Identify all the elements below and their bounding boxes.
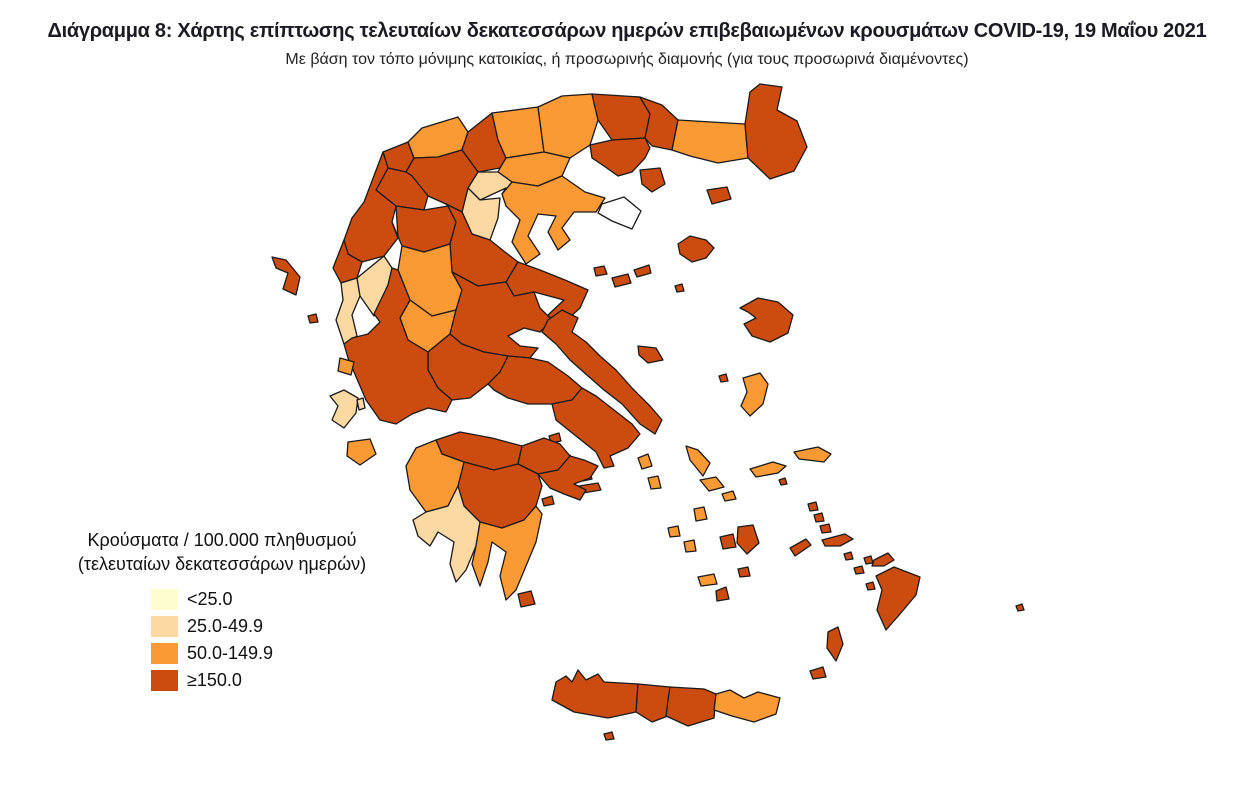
region-paxoi [307, 313, 319, 324]
region-skiathos [593, 265, 608, 277]
region-samothraki [706, 186, 732, 205]
legend-label-25-49: 25.0-49.9 [187, 615, 264, 636]
region-evros [744, 83, 808, 180]
region-symi [863, 555, 874, 565]
region-kos [821, 533, 854, 547]
region-fourni [778, 477, 788, 486]
chart-header: Διάγραμμα 8: Χάρτης επίπτωσης τελευταίων… [0, 20, 1254, 69]
region-mykonos [721, 490, 737, 502]
legend-title-line2: (τελευταίων δεκατεσσάρων ημερών) [77, 554, 367, 574]
region-kavala [589, 137, 651, 177]
legend-label-lt25: <25.0 [187, 588, 233, 609]
region-kalymnos [819, 523, 832, 534]
region-agio-oros [597, 196, 642, 230]
page-subtitle: Με βάση τον τόπο μόνιμης κατοικίας, ή πρ… [285, 51, 969, 68]
region-drama [591, 93, 651, 141]
region-thira [715, 586, 730, 602]
region-zakynthos [346, 438, 377, 466]
region-aitoloakarnania [343, 267, 453, 425]
region-kefallinia [329, 389, 359, 429]
region-kythira [517, 590, 536, 608]
legend-row-50-149: 50.0-149.9 [151, 642, 408, 664]
region-serres [537, 93, 599, 159]
region-chalki [865, 581, 876, 591]
region-samos [793, 446, 832, 463]
region-messinia [412, 485, 481, 583]
region-limnos [677, 235, 715, 263]
region-irakleio [665, 686, 717, 727]
region-karpathos [826, 626, 844, 662]
region-milos [697, 573, 718, 587]
region-thasos [639, 167, 666, 193]
region-chania [551, 669, 639, 719]
legend-row-gte150: ≥150.0 [151, 669, 408, 691]
region-sifnos [683, 539, 697, 553]
legend-label-50-149: 50.0-149.9 [187, 642, 274, 663]
region-lasithi [713, 689, 781, 723]
legend-items: <25.0 25.0-49.9 50.0-149.9 ≥150.0 [36, 588, 408, 691]
region-kasos [809, 666, 827, 680]
region-patmos [807, 501, 819, 512]
region-spetses [541, 495, 555, 507]
region-skyros [637, 345, 664, 364]
region-rethymno [635, 683, 671, 723]
region-astypalaia [871, 552, 895, 567]
region-kastellorizo [1015, 603, 1025, 612]
region-psara [718, 373, 729, 383]
region-kea [637, 453, 653, 470]
region-tilos [853, 565, 865, 575]
legend-row-lt25: <25.0 [151, 588, 408, 610]
region-attiki [551, 387, 641, 469]
region-kythnos [647, 475, 662, 490]
region-chios [740, 372, 769, 417]
region-gavdos [603, 731, 615, 741]
region-skopelos [611, 273, 632, 288]
region-agios-efstratios [674, 283, 685, 293]
region-serifos [667, 525, 681, 538]
region-xanthi [639, 96, 679, 151]
legend-title-line1: Κρούσματα / 100.000 πληθυσμού [87, 530, 357, 550]
legend-swatch-50-149 [151, 642, 178, 664]
region-alonnisos [633, 264, 652, 278]
region-rodos [875, 566, 921, 631]
region-evvoia [541, 309, 663, 435]
region-argolida [537, 455, 599, 501]
legend-swatch-gte150 [151, 669, 178, 691]
region-ikaria [749, 461, 787, 478]
region-preveza [335, 277, 361, 345]
region-nisyros [843, 551, 854, 561]
legend-swatch-25-49 [151, 615, 178, 637]
region-ithaki [356, 397, 366, 411]
region-kerkyra [271, 256, 301, 296]
legend-label-gte150: ≥150.0 [187, 669, 242, 690]
region-ios [737, 566, 751, 578]
page-title: Διάγραμμα 8: Χάρτης επίπτωσης τελευταίων… [47, 20, 1207, 42]
region-tinos [699, 476, 725, 492]
region-leros [813, 512, 825, 523]
region-amorgos [789, 538, 812, 557]
region-lefkada [337, 357, 355, 376]
region-naxos [736, 524, 760, 555]
legend-swatch-lt25 [151, 588, 178, 610]
region-rodopi [671, 119, 749, 164]
region-lakonia [471, 505, 543, 601]
region-chalkidiki [501, 175, 606, 265]
region-lesvos [739, 297, 794, 343]
region-paros [719, 533, 737, 550]
region-andros [685, 445, 711, 477]
legend: Κρούσματα / 100.000 πληθυσμού (τελευταίω… [36, 528, 408, 696]
legend-row-25-49: 25.0-49.9 [151, 615, 408, 637]
region-syros [693, 506, 708, 522]
